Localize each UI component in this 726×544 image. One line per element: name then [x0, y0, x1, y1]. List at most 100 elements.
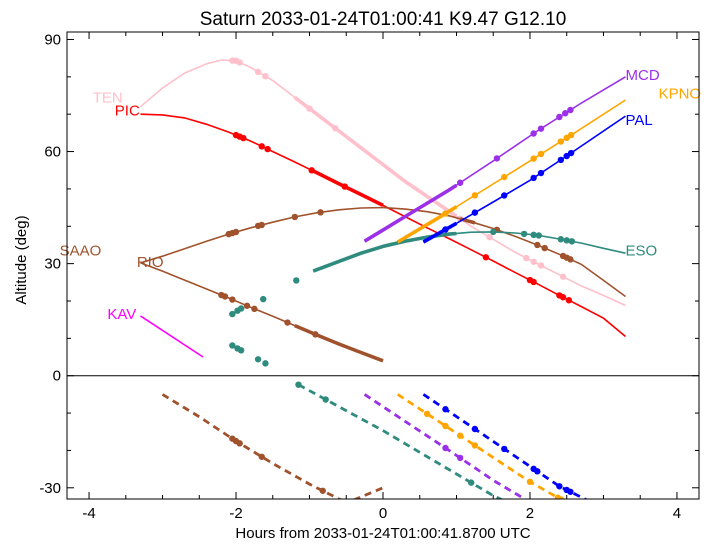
x-tick-label-0: 0	[379, 505, 387, 522]
below-line-kpno	[396, 393, 564, 499]
point-saao-8	[534, 241, 541, 249]
y-tick-label-30: 30	[44, 256, 61, 273]
point-ten-8	[486, 233, 493, 241]
below-line-pal	[422, 393, 589, 499]
point-saao-9	[541, 244, 548, 252]
below-point-pal-2	[501, 445, 508, 453]
point-eso-extra-0	[293, 277, 300, 284]
site-label-pic: PIC	[115, 102, 140, 119]
point-saao-12	[567, 256, 574, 263]
below-point-pal-5	[556, 483, 563, 490]
point-rio-5	[284, 319, 291, 326]
point-saao-6	[317, 209, 324, 216]
point-mcd-6	[567, 106, 574, 114]
series-thick-mcd	[363, 183, 458, 243]
point-ten-3	[254, 68, 262, 76]
series-line-kav	[140, 315, 204, 358]
y-axis-title: Altitude (deg)	[13, 215, 30, 304]
point-ten-12	[559, 273, 567, 280]
series-thick-kpno	[396, 205, 458, 244]
site-label-kpno: KPNO	[659, 86, 702, 103]
point-kpno-5	[557, 138, 565, 145]
point-eso-0	[490, 228, 497, 236]
chart-title: Saturn 2033-01-24T01:00:41 K9.47 G12.10	[200, 9, 567, 30]
below-point-kpno-2	[456, 432, 464, 439]
below-point-pal-0	[442, 406, 449, 413]
point-eso-extra-8	[254, 356, 262, 363]
below-point-kpno-1	[442, 422, 449, 430]
site-label-mcd: MCD	[626, 67, 660, 84]
site-label-saao: SAAO	[60, 243, 102, 260]
point-rio-2	[229, 296, 236, 303]
below-point-kpno-7	[564, 500, 570, 506]
series-thick-pal	[422, 221, 458, 244]
series-thick-ten	[293, 95, 458, 218]
point-pal-5	[557, 156, 565, 164]
below-point-mcd-1	[456, 454, 464, 462]
below-point-kpno-0	[423, 410, 431, 418]
point-eso-extra-7	[237, 347, 245, 354]
point-ten-6	[332, 125, 339, 132]
below-point-mcd-0	[442, 444, 449, 452]
point-kpno-4	[537, 150, 545, 158]
point-pal-7	[567, 149, 575, 157]
point-eso-5	[563, 237, 570, 244]
point-pal-1	[471, 209, 479, 216]
point-pal-3	[530, 174, 537, 182]
point-saao-2	[232, 228, 240, 236]
axes: -4 -2 0 2 4 -30 0 30 60 90	[39, 31, 700, 522]
below-point-saao-rio-3	[258, 453, 265, 460]
below-point-eso-1	[322, 396, 329, 403]
point-eso-3	[535, 232, 542, 239]
point-ten-5	[306, 105, 313, 112]
point-pic-7	[482, 254, 490, 261]
x-tick-label--2: -2	[229, 505, 242, 522]
site-label-pal: PAL	[626, 112, 653, 129]
y-tick-label-90: 90	[44, 31, 61, 48]
below-point-kpno-3	[471, 442, 479, 449]
below-point-kpno-6	[557, 496, 565, 499]
point-saao-5	[291, 213, 299, 221]
point-kpno-3	[530, 155, 537, 162]
point-eso-extra-1	[229, 310, 236, 318]
x-tick-label-2: 2	[526, 505, 534, 522]
below-point-pal-7	[567, 488, 574, 495]
point-rio-4	[251, 305, 258, 313]
point-eso-extra-9	[262, 360, 269, 367]
y-tick-label--30: -30	[39, 480, 61, 497]
below-line-mcd	[363, 393, 528, 499]
point-mcd-0	[456, 179, 464, 186]
below-point-kpno-4	[526, 478, 534, 486]
point-ten-9	[523, 254, 530, 262]
below-point-eso-2	[467, 479, 475, 486]
series-line-eso	[312, 231, 626, 272]
x-tick-label-4: 4	[673, 505, 681, 522]
point-mcd-4	[556, 113, 563, 121]
point-ten-11	[537, 262, 545, 269]
point-eso-extra-5	[229, 342, 236, 349]
below-point-pal-1	[471, 425, 479, 433]
point-kpno-7	[567, 131, 575, 139]
point-pic-2	[240, 134, 247, 142]
series-thick-rio	[294, 323, 384, 363]
below-line-saao-rio	[161, 393, 343, 499]
series-line-saao	[140, 206, 626, 298]
point-pic-11	[559, 294, 567, 301]
point-pic-3	[258, 143, 265, 150]
below-point-pal-4	[534, 468, 541, 475]
below-point-eso-0	[295, 381, 302, 388]
below-point-saao-rio-2	[236, 440, 243, 447]
point-mcd-2	[530, 130, 537, 137]
series-line-ten	[139, 59, 626, 307]
point-ten-4	[262, 73, 269, 80]
point-rio-1	[221, 293, 229, 300]
point-pal-4	[537, 169, 545, 177]
point-eso-1	[520, 230, 528, 238]
site-label-ten: TEN	[93, 89, 123, 106]
site-label-eso: ESO	[626, 243, 658, 260]
point-saao-4	[258, 221, 265, 229]
point-kpno-1	[471, 192, 479, 199]
y-tick-label-60: 60	[44, 144, 61, 161]
point-pal-2	[501, 192, 508, 199]
